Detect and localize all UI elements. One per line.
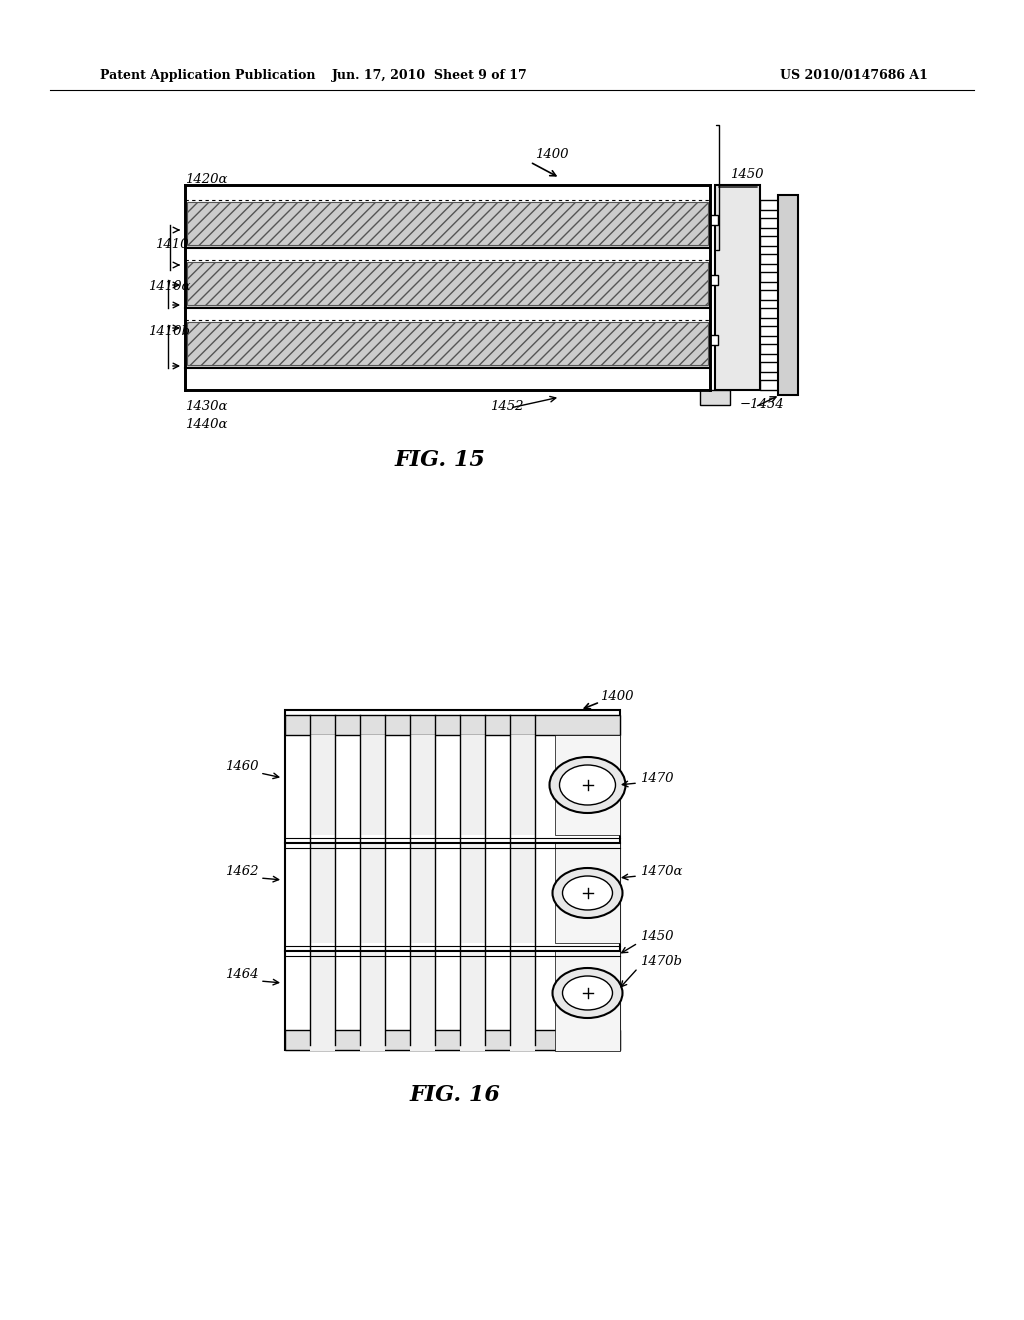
Bar <box>555 843 620 942</box>
Bar <box>760 290 778 300</box>
Text: 1460: 1460 <box>225 760 258 774</box>
Bar <box>510 843 535 942</box>
Bar <box>778 195 798 395</box>
Bar <box>710 335 718 345</box>
Bar <box>460 735 485 836</box>
Bar <box>760 326 778 337</box>
Bar <box>360 735 385 836</box>
Bar <box>760 362 778 372</box>
Text: 1410: 1410 <box>155 238 188 251</box>
Bar <box>187 202 708 246</box>
Bar <box>360 843 385 942</box>
Text: 1470: 1470 <box>640 772 674 785</box>
Bar <box>710 215 718 224</box>
Text: 1430α: 1430α <box>185 400 227 413</box>
Bar <box>285 1030 620 1049</box>
Bar <box>410 843 435 942</box>
Text: FIG. 16: FIG. 16 <box>410 1084 501 1106</box>
Bar <box>510 735 535 836</box>
FancyBboxPatch shape <box>185 185 710 389</box>
Text: −1454: −1454 <box>740 399 784 411</box>
Bar <box>555 735 620 836</box>
Text: Jun. 17, 2010  Sheet 9 of 17: Jun. 17, 2010 Sheet 9 of 17 <box>332 69 528 82</box>
Text: 1450: 1450 <box>640 931 674 942</box>
Bar <box>700 389 730 405</box>
Bar <box>410 735 435 836</box>
Bar <box>460 843 485 942</box>
Bar <box>310 950 335 1051</box>
Text: 1462: 1462 <box>225 865 258 878</box>
Bar <box>715 185 760 389</box>
Bar <box>187 261 708 305</box>
Bar <box>710 275 718 285</box>
Text: US 2010/0147686 A1: US 2010/0147686 A1 <box>780 69 928 82</box>
Bar <box>410 950 435 1051</box>
Bar <box>760 272 778 282</box>
Ellipse shape <box>559 766 615 805</box>
Bar <box>187 322 708 366</box>
Ellipse shape <box>553 968 623 1018</box>
Bar <box>760 253 778 264</box>
Bar <box>760 218 778 228</box>
Text: 1400: 1400 <box>600 690 634 704</box>
Bar <box>760 380 778 389</box>
Bar <box>555 950 620 1051</box>
Bar <box>310 735 335 836</box>
Bar <box>360 950 385 1051</box>
Ellipse shape <box>562 975 612 1010</box>
Text: 1440α: 1440α <box>185 418 227 432</box>
Text: 1452: 1452 <box>490 400 523 413</box>
Bar <box>760 201 778 210</box>
Text: 1450: 1450 <box>730 168 764 181</box>
Text: 1464: 1464 <box>225 968 258 981</box>
Bar <box>510 950 535 1051</box>
Bar <box>310 843 335 942</box>
Text: 1400: 1400 <box>535 148 568 161</box>
Ellipse shape <box>562 876 612 909</box>
Text: 1470α: 1470α <box>640 865 683 878</box>
Bar <box>760 308 778 318</box>
Ellipse shape <box>553 869 623 917</box>
Text: 1420α: 1420α <box>185 173 227 186</box>
Text: 1470b: 1470b <box>640 954 682 968</box>
Text: Patent Application Publication: Patent Application Publication <box>100 69 315 82</box>
Bar <box>285 710 620 1049</box>
Text: 1410α: 1410α <box>148 280 190 293</box>
Text: FIG. 15: FIG. 15 <box>394 449 485 471</box>
Text: 1410b: 1410b <box>148 325 190 338</box>
Bar <box>285 715 620 735</box>
Bar <box>460 950 485 1051</box>
Ellipse shape <box>550 756 626 813</box>
Bar <box>760 236 778 246</box>
Bar <box>760 345 778 354</box>
